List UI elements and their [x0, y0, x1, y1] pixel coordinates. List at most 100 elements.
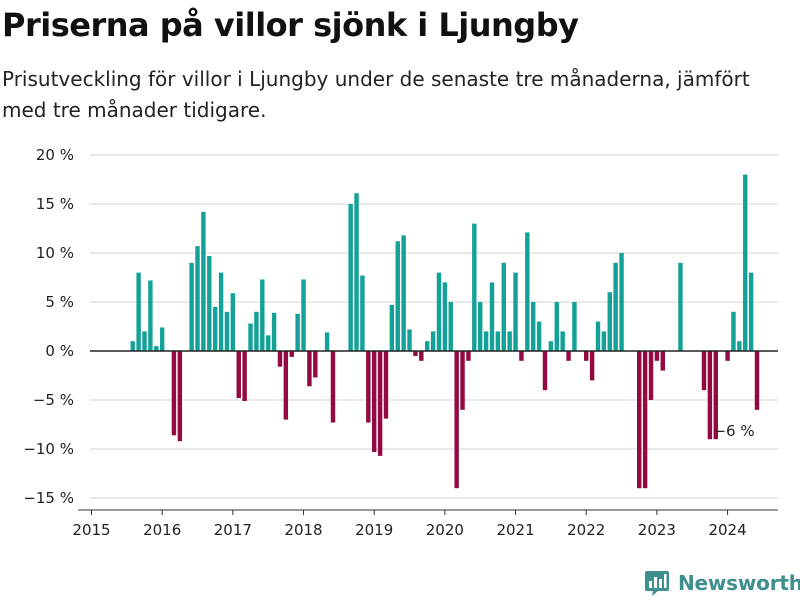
- bar: [619, 253, 624, 351]
- bar: [230, 293, 236, 351]
- bar: [260, 279, 265, 351]
- bar: [242, 351, 247, 401]
- bar: [413, 351, 418, 356]
- bar: [678, 262, 683, 351]
- bar: [560, 331, 565, 351]
- bar: [324, 332, 330, 351]
- bar: [419, 351, 424, 361]
- bar: [531, 302, 536, 351]
- bar: [207, 255, 212, 351]
- y-tick-label: 10 %: [36, 244, 74, 262]
- bar: [330, 351, 336, 423]
- brand-name: Newsworthy: [678, 571, 800, 595]
- y-tick-label: −5 %: [33, 391, 74, 409]
- bar: [483, 331, 489, 351]
- bar: [472, 223, 477, 351]
- bar: [248, 323, 253, 351]
- bar: [424, 341, 430, 351]
- bar: [407, 329, 412, 351]
- bar: [495, 331, 501, 351]
- bar: [536, 321, 542, 351]
- bar: [566, 351, 571, 361]
- bar: [348, 204, 353, 351]
- bar: [613, 262, 618, 351]
- bar: [436, 272, 442, 351]
- bar: [519, 351, 524, 361]
- bar: [395, 241, 400, 351]
- bar: [660, 351, 665, 371]
- bar: [489, 282, 495, 351]
- bar: [542, 351, 548, 391]
- bar: [177, 351, 183, 442]
- bar: [354, 193, 359, 351]
- bar: [525, 232, 530, 351]
- bar: [743, 174, 748, 351]
- bar: [301, 279, 306, 351]
- bar: [212, 306, 218, 351]
- bar: [501, 262, 506, 351]
- bar: [607, 292, 612, 351]
- x-tick-label: 2021: [496, 521, 534, 539]
- bar: [548, 341, 554, 351]
- bar: [460, 351, 465, 410]
- x-tick-label: 2019: [355, 521, 393, 539]
- bar: [154, 346, 159, 351]
- bar: [265, 335, 271, 351]
- bar: [737, 341, 742, 351]
- bar: [725, 351, 730, 361]
- bar: [466, 351, 471, 361]
- bar: [707, 351, 713, 440]
- bar: [595, 321, 601, 351]
- x-tick-label: 2018: [284, 521, 322, 539]
- value-annotation: −6 %: [713, 422, 754, 440]
- y-tick-label: 0 %: [45, 342, 74, 360]
- bar: [383, 351, 389, 419]
- newsworthy-logo: Newsworthy: [644, 567, 800, 599]
- bar: [642, 351, 648, 489]
- bar: [136, 272, 141, 351]
- bar: [366, 351, 371, 423]
- x-tick-label: 2022: [567, 521, 605, 539]
- bar: [448, 302, 453, 351]
- bar: [142, 331, 147, 351]
- bar: [130, 341, 135, 351]
- bar: [584, 351, 589, 361]
- bar: [731, 311, 736, 351]
- bar: [271, 312, 277, 351]
- bar: [554, 302, 559, 351]
- bar: [236, 351, 241, 399]
- bar: [478, 302, 483, 351]
- y-tick-label: −10 %: [23, 440, 74, 458]
- bar: [283, 351, 289, 420]
- bar: [360, 275, 365, 351]
- bar: [171, 351, 177, 436]
- bar: [224, 311, 230, 351]
- x-tick-label: 2024: [708, 521, 746, 539]
- y-tick-label: 20 %: [36, 146, 74, 164]
- bar: [218, 272, 224, 351]
- bar: [254, 311, 259, 351]
- bar: [572, 302, 577, 351]
- bar: [637, 351, 642, 489]
- bar: [148, 280, 153, 351]
- bar: [430, 331, 436, 351]
- bar: [442, 282, 448, 351]
- bar: [377, 351, 383, 456]
- bar: [507, 331, 512, 351]
- bar: [295, 313, 300, 351]
- chart-title: Priserna på villor sjönk i Ljungby: [2, 6, 579, 44]
- x-tick-label: 2017: [214, 521, 252, 539]
- bar: [754, 351, 760, 410]
- bar: [201, 211, 206, 351]
- bar: [401, 235, 406, 351]
- annotation-layer: −6 %: [713, 422, 754, 440]
- y-tick-label: −15 %: [23, 489, 74, 507]
- bar: [713, 351, 718, 440]
- bar: [701, 351, 707, 391]
- bar: [648, 351, 654, 400]
- x-tick-label: 2016: [143, 521, 181, 539]
- bar: [307, 351, 312, 387]
- bar: [195, 246, 200, 351]
- chart-subtitle: Prisutveckling för villor i Ljungby unde…: [2, 67, 750, 122]
